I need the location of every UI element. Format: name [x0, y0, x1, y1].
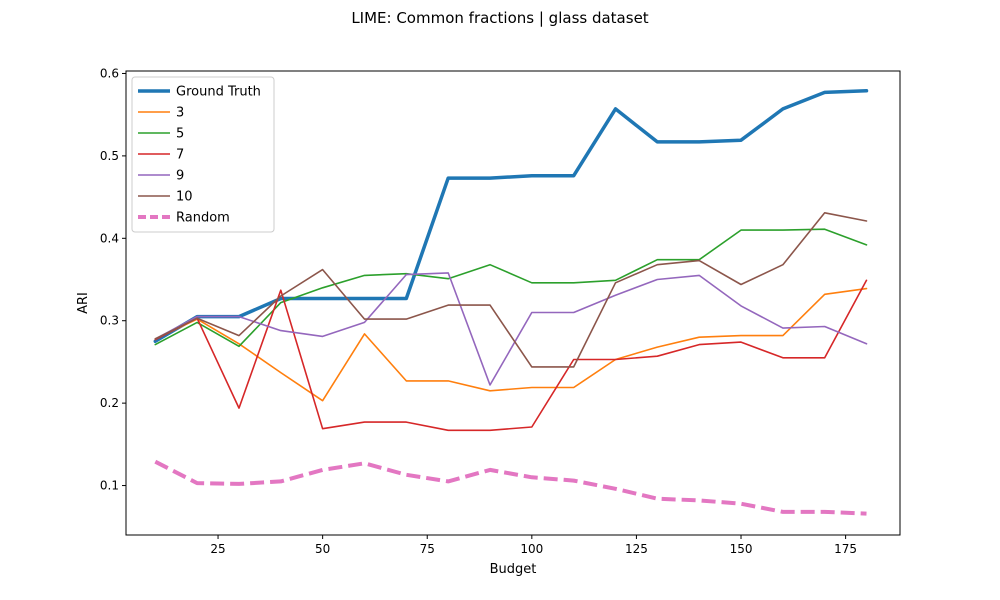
- y-tick-label: 0.1: [100, 479, 119, 493]
- series-line-3: [154, 287, 868, 402]
- series-line-10: [154, 212, 868, 368]
- x-axis-label: Budget: [490, 562, 537, 577]
- legend-label: 5: [176, 127, 184, 142]
- x-tick-label: 75: [420, 542, 435, 556]
- x-tick-label: 125: [625, 542, 648, 556]
- plot-frame: [125, 70, 901, 536]
- chart-title: LIME: Common fractions | glass dataset: [351, 9, 649, 27]
- x-tick-label: 50: [315, 542, 330, 556]
- series-group: [153, 89, 869, 516]
- series-line-random: [154, 459, 867, 516]
- series-line-7: [154, 279, 868, 432]
- legend-box: [131, 76, 275, 233]
- x-tick-label: 150: [730, 542, 753, 556]
- x-tick-label: 175: [834, 542, 857, 556]
- series-line-9: [154, 272, 868, 386]
- legend: Ground Truth 3 5 7 9 10 Random: [131, 76, 275, 233]
- y-tick-label: 0.5: [100, 149, 119, 163]
- x-tick-label: 25: [210, 542, 225, 556]
- legend-label: 9: [176, 169, 184, 184]
- y-axis-label: ARI: [76, 292, 91, 314]
- series-line-5: [154, 228, 868, 348]
- x-tick-label: 100: [520, 542, 543, 556]
- y-tick-label: 0.4: [100, 231, 119, 245]
- y-tick-label: 0.6: [100, 66, 119, 80]
- legend-label: 3: [176, 106, 184, 121]
- legend-label: 10: [176, 190, 193, 205]
- legend-label: 7: [176, 148, 184, 163]
- legend-label: Ground Truth: [176, 85, 261, 100]
- y-tick-label: 0.2: [100, 396, 119, 410]
- legend-label: Random: [176, 211, 230, 226]
- y-tick-label: 0.3: [100, 314, 119, 328]
